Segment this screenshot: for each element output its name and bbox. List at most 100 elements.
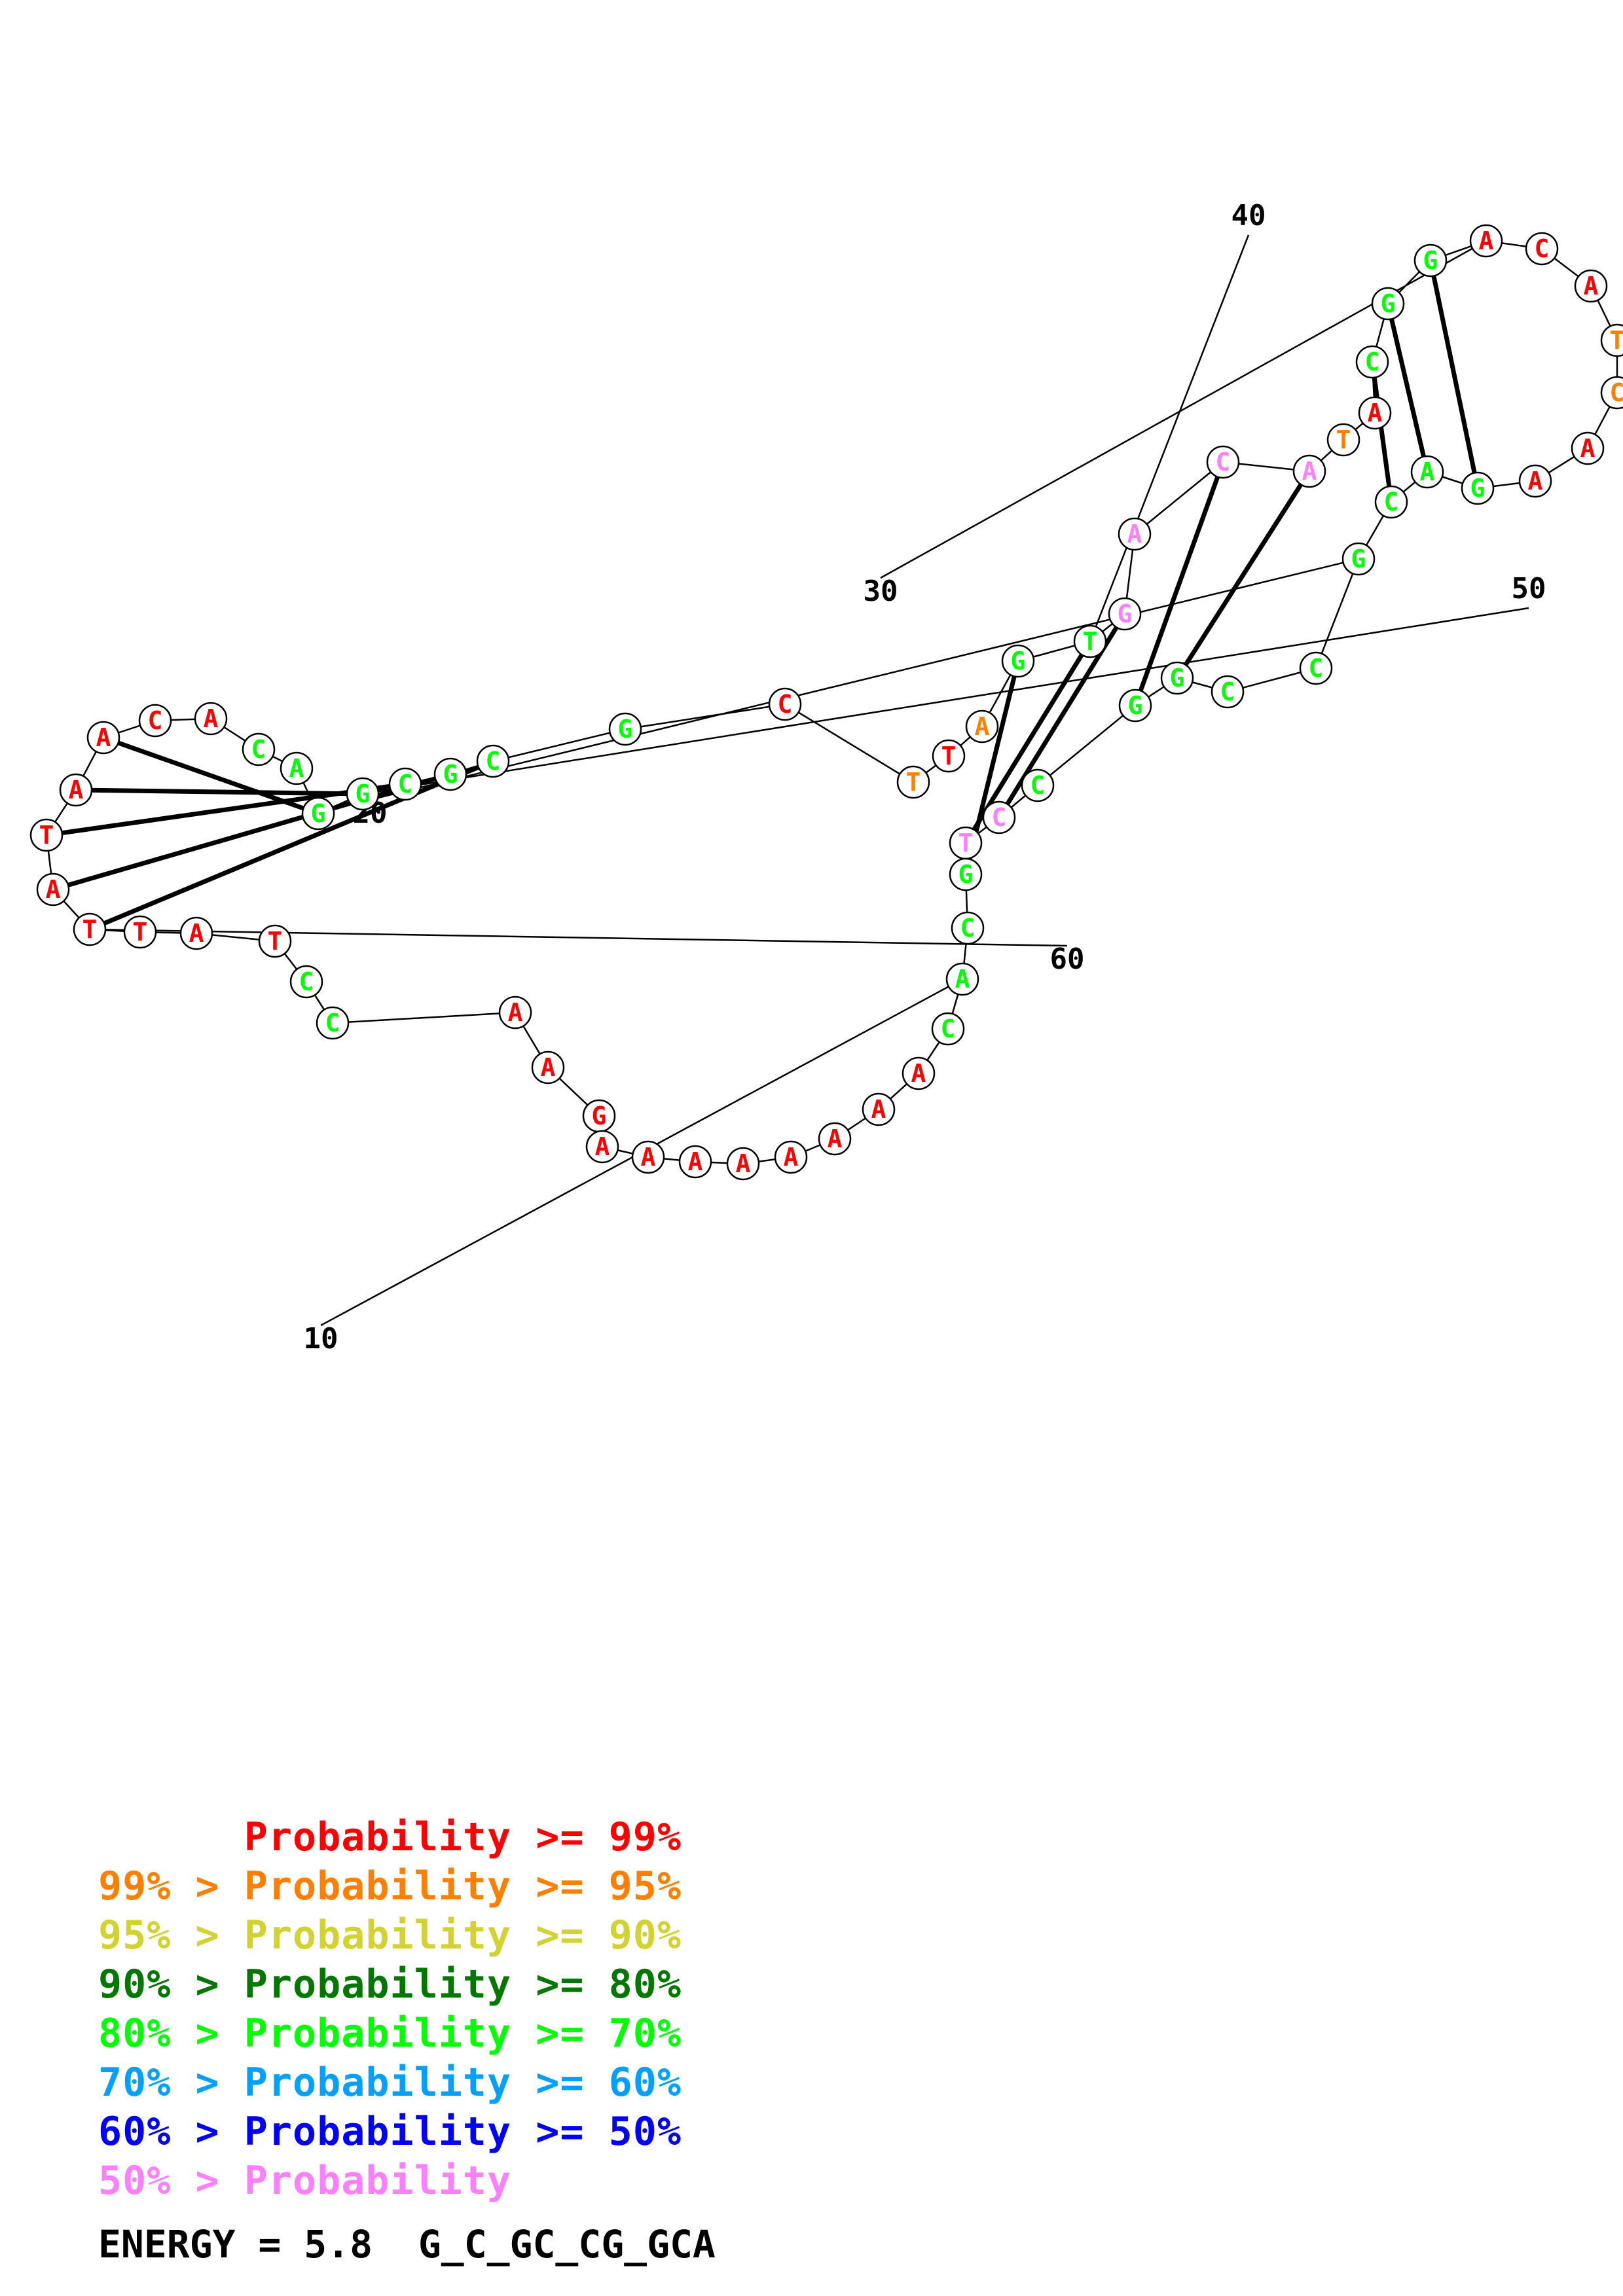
base-pair-bond bbox=[46, 781, 406, 838]
nucleotide: A bbox=[1358, 396, 1392, 430]
nucleotide: A bbox=[1410, 455, 1444, 489]
nucleotide: G bbox=[301, 797, 335, 831]
nucleotide-circle bbox=[179, 916, 213, 950]
nucleotide-letter: A bbox=[641, 1143, 656, 1172]
nucleotide: G bbox=[949, 857, 983, 891]
nucleotide: T bbox=[932, 739, 966, 773]
nucleotide-letter: C bbox=[778, 690, 793, 719]
nucleotide: A bbox=[774, 1140, 808, 1174]
nucleotide-letter: A bbox=[784, 1143, 799, 1172]
base-pair-bond bbox=[52, 772, 451, 892]
legend-prefix: 99% > bbox=[98, 1863, 244, 1909]
nucleotide-letter: G bbox=[356, 780, 371, 808]
legend-prefix: 70% > bbox=[98, 2060, 244, 2106]
legend-row: 90% > Probability >= 80% bbox=[98, 1960, 682, 2009]
nucleotide-circle bbox=[818, 1122, 852, 1156]
legend-row: 95% > Probability >= 90% bbox=[98, 1911, 682, 1960]
position-tick-line bbox=[369, 558, 1359, 801]
nucleotide-circle bbox=[862, 1092, 896, 1126]
nucleotide: G bbox=[608, 712, 642, 746]
base-pair-bond bbox=[88, 759, 494, 932]
nucleotide: A bbox=[1469, 224, 1503, 258]
nucleotide-letter: A bbox=[1584, 272, 1599, 300]
nucleotide-letter: C bbox=[960, 914, 976, 942]
nucleotide-circle bbox=[1108, 597, 1142, 631]
nucleotide-letter: T bbox=[1610, 326, 1623, 355]
legend-label: Probability >= 80% bbox=[244, 1962, 682, 2007]
nucleotide-letter: T bbox=[1336, 425, 1351, 454]
nucleotide-circle bbox=[433, 757, 467, 791]
nucleotide-letter: A bbox=[736, 1149, 751, 1178]
legend-prefix: 50% > bbox=[98, 2158, 244, 2204]
nucleotide-circle bbox=[258, 924, 292, 958]
nucleotide-circle bbox=[585, 1130, 619, 1164]
nucleotide: C bbox=[1355, 345, 1389, 379]
position-number: 40 bbox=[1231, 199, 1266, 232]
nucleotide: C bbox=[476, 744, 510, 778]
nucleotide-letter: C bbox=[992, 803, 1007, 832]
nucleotide: C bbox=[951, 911, 985, 945]
nucleotide-letter: A bbox=[828, 1124, 843, 1153]
nucleotide-letter: G bbox=[592, 1102, 607, 1130]
energy-constraint: G_C_GC_CG_GCA bbox=[418, 2222, 716, 2267]
nucleotide-circle bbox=[768, 687, 802, 721]
nucleotide-letter: T bbox=[268, 927, 283, 956]
nucleotide: C bbox=[982, 800, 1016, 834]
nucleotide-circle bbox=[1341, 542, 1376, 576]
nucleotide-letter: A bbox=[96, 723, 111, 752]
nucleotide-circle bbox=[932, 739, 966, 773]
nucleotide-letter: C bbox=[1309, 654, 1324, 683]
nucleotide-circle bbox=[280, 751, 314, 785]
nucleotide-circle bbox=[194, 702, 228, 736]
nucleotide-circle bbox=[73, 912, 107, 946]
nucleotide-circle bbox=[1600, 376, 1623, 410]
nucleotide-letter: A bbox=[871, 1095, 886, 1124]
nucleotide: A bbox=[194, 702, 228, 736]
nucleotide-circle bbox=[59, 773, 93, 807]
nucleotide: G bbox=[1461, 471, 1495, 505]
energy-label: ENERGY = 5.8 bbox=[98, 2222, 373, 2267]
base-pair-bond bbox=[75, 787, 363, 797]
nucleotide-circle bbox=[931, 1012, 965, 1046]
nucleotide: A bbox=[678, 1145, 712, 1179]
nucleotide: A bbox=[531, 1050, 565, 1085]
nucleotide: A bbox=[585, 1130, 619, 1164]
energy-line: ENERGY = 5.8 G_C_GC_CG_GCA bbox=[98, 2222, 716, 2267]
legend-row: 50% > Probability bbox=[98, 2157, 682, 2206]
nucleotide-circle bbox=[138, 704, 172, 738]
nucleotide-circle bbox=[1413, 243, 1448, 278]
nucleotide-letter: G bbox=[1470, 474, 1486, 503]
nucleotide-letter: G bbox=[311, 799, 326, 828]
nucleotide: A bbox=[59, 773, 93, 807]
nucleotide-letter: C bbox=[1365, 348, 1380, 376]
nucleotide-letter: A bbox=[204, 704, 219, 733]
nucleotide: A bbox=[902, 1056, 936, 1090]
nucleotide: C bbox=[768, 687, 802, 721]
nucleotide-circle bbox=[86, 721, 120, 755]
nucleotide-circle bbox=[1118, 689, 1152, 723]
nucleotide: C bbox=[242, 732, 276, 766]
nucleotide: C bbox=[1211, 675, 1245, 709]
nucleotide-circle bbox=[1410, 455, 1444, 489]
legend-prefix: 95% > bbox=[98, 1912, 244, 1958]
nucleotide: T bbox=[123, 915, 157, 949]
nucleotide-circle bbox=[631, 1140, 665, 1174]
nucleotide: A bbox=[280, 751, 314, 785]
nucleotide-letter: C bbox=[1220, 677, 1235, 706]
nucleotide: A bbox=[179, 916, 213, 950]
nucleotide: C bbox=[1021, 768, 1055, 802]
nucleotide-letter: G bbox=[1381, 289, 1396, 318]
nucleotide-circle bbox=[1574, 269, 1608, 303]
nucleotide: A bbox=[1574, 269, 1608, 303]
legend-label: Probability >= 90% bbox=[244, 1912, 682, 1958]
nucleotide-circle bbox=[1073, 624, 1107, 658]
nucleotide-letter: T bbox=[941, 742, 957, 770]
nucleotide: C bbox=[931, 1012, 965, 1046]
nucleotide: C bbox=[1525, 232, 1559, 266]
nucleotide-letter: G bbox=[1128, 691, 1143, 720]
nucleotide-letter: A bbox=[1528, 467, 1543, 495]
backbone-segment bbox=[784, 703, 914, 783]
nucleotide-circle bbox=[1469, 224, 1503, 258]
nucleotide-letter: A bbox=[1368, 399, 1383, 427]
